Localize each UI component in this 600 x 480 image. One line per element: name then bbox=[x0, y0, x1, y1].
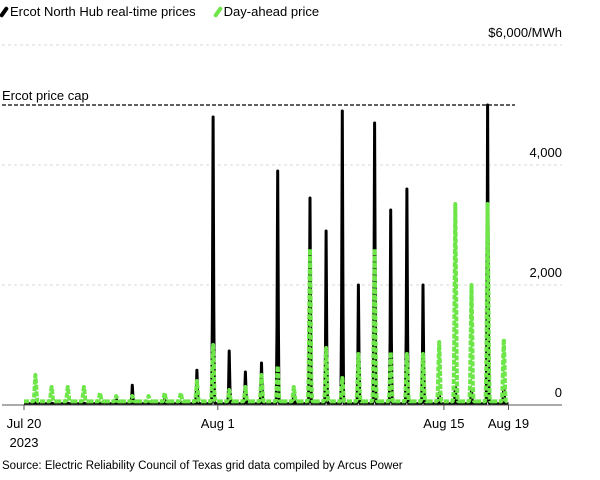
daily-spike bbox=[55, 385, 74, 404]
daily-spike bbox=[87, 401, 106, 406]
daily-spike bbox=[184, 379, 203, 404]
daily-spike bbox=[152, 397, 171, 406]
daily-spike bbox=[426, 340, 446, 404]
daily-spike bbox=[151, 391, 171, 404]
legend-item-real-time: Ercot North Hub real-time prices bbox=[0, 4, 196, 19]
daily-spike bbox=[297, 247, 316, 404]
y-tick-label: 2,000 bbox=[529, 265, 562, 280]
daily-spike bbox=[394, 352, 413, 404]
daily-spike bbox=[39, 401, 58, 406]
daily-spike bbox=[443, 385, 461, 406]
daily-spike bbox=[281, 391, 300, 406]
daily-spike bbox=[135, 394, 155, 404]
daily-spike bbox=[459, 388, 477, 406]
daily-spike bbox=[71, 401, 90, 406]
daily-spike bbox=[168, 400, 187, 406]
daily-spike bbox=[168, 391, 187, 404]
y-tick-label: $6,000/MWh bbox=[488, 25, 562, 40]
daily-spike bbox=[71, 385, 90, 404]
x-tick-label: Jul 20 bbox=[7, 416, 42, 431]
daily-spike bbox=[346, 283, 364, 406]
source-note: Source: Electric Reliability Council of … bbox=[2, 460, 403, 472]
daily-spike bbox=[119, 394, 139, 404]
daily-spike bbox=[491, 385, 510, 406]
legend: Ercot North Hub real-time prices Day-ahe… bbox=[0, 4, 320, 19]
daily-spike bbox=[330, 109, 348, 406]
daily-spike bbox=[22, 373, 42, 404]
daily-spike bbox=[249, 361, 268, 406]
daily-spike bbox=[362, 121, 381, 406]
legend-label: Ercot North Hub real-time prices bbox=[10, 4, 196, 19]
daily-spike bbox=[38, 385, 58, 404]
daily-spike bbox=[345, 352, 365, 404]
daily-spike bbox=[281, 385, 300, 404]
daily-spike bbox=[297, 196, 316, 406]
daily-spike bbox=[313, 346, 333, 404]
daily-spike bbox=[313, 229, 332, 406]
daily-spike bbox=[474, 202, 494, 404]
daily-spike bbox=[265, 169, 284, 406]
daily-spike bbox=[23, 400, 41, 406]
y-tick-label: 0 bbox=[555, 385, 562, 400]
daily-spike bbox=[87, 391, 107, 404]
series-day-ahead bbox=[22, 202, 510, 404]
daily-spike bbox=[329, 376, 349, 404]
daily-spike bbox=[264, 364, 284, 404]
daily-spike bbox=[184, 368, 203, 406]
daily-spike bbox=[200, 115, 219, 406]
legend-label: Day-ahead price bbox=[223, 4, 320, 19]
daily-spike bbox=[426, 391, 445, 406]
daily-spike bbox=[491, 337, 510, 404]
y-tick-label: 4,000 bbox=[529, 145, 562, 160]
daily-spike bbox=[410, 352, 430, 404]
daily-spike bbox=[475, 103, 494, 406]
daily-spike bbox=[120, 383, 138, 406]
daily-spike bbox=[442, 202, 462, 404]
daily-spike bbox=[200, 343, 220, 404]
daily-spike bbox=[361, 247, 381, 404]
daily-spike bbox=[55, 401, 74, 406]
daily-spike bbox=[458, 283, 478, 404]
daily-spike bbox=[216, 388, 236, 404]
daily-spike bbox=[103, 397, 122, 406]
x-tick-label: Aug 15 bbox=[423, 416, 464, 431]
x-tick-label: Aug 1 bbox=[201, 416, 235, 431]
daily-spike bbox=[103, 394, 123, 404]
daily-spike bbox=[232, 385, 252, 404]
daily-spike bbox=[378, 350, 397, 404]
daily-spike bbox=[394, 187, 413, 406]
x-tick-label: Aug 19 bbox=[488, 416, 529, 431]
daily-spike bbox=[233, 370, 251, 406]
x-tick-sublabel: 2023 bbox=[10, 435, 39, 450]
daily-spike bbox=[217, 349, 235, 406]
daily-spike bbox=[378, 208, 397, 406]
daily-spike bbox=[248, 373, 268, 404]
legend-item-day-ahead: Day-ahead price bbox=[212, 4, 320, 19]
series-real-time bbox=[23, 103, 510, 406]
price-cap-label: Ercot price cap bbox=[2, 88, 89, 103]
daily-spike bbox=[410, 283, 429, 406]
daily-spike bbox=[136, 401, 154, 406]
